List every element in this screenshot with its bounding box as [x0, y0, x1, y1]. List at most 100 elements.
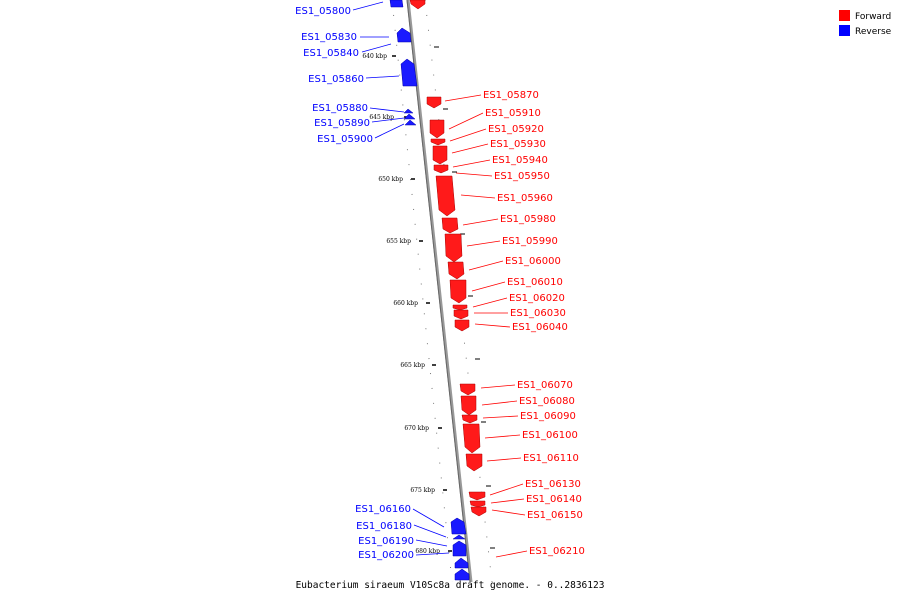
gene-glyph-reverse[interactable] [452, 540, 467, 557]
leader-line [491, 509, 526, 516]
gene-glyph-reverse[interactable] [454, 568, 470, 581]
gene-label-reverse[interactable]: ES1_05890 [314, 118, 370, 129]
leader-line [482, 415, 519, 419]
leader-line [462, 218, 499, 226]
leader-line [474, 323, 511, 328]
gene-label-forward[interactable]: ES1_06130 [525, 479, 581, 490]
gene-glyph-reverse[interactable] [396, 27, 412, 43]
gene-label-reverse[interactable]: ES1_06200 [358, 550, 414, 561]
gene-label-forward[interactable]: ES1_06020 [509, 293, 565, 304]
reverse-gene-labels: ES1_05800 ES1_05830 ES1_05840 ES1_05860 … [295, 6, 414, 561]
leader-line [448, 112, 484, 130]
gene-glyph-forward[interactable] [430, 138, 446, 146]
gene-glyph-forward[interactable] [465, 453, 483, 472]
gene-label-forward[interactable]: ES1_05920 [488, 124, 544, 135]
gene-glyph-forward[interactable] [454, 319, 470, 332]
gene-glyph-forward[interactable] [468, 491, 486, 501]
gene-label-reverse[interactable]: ES1_06190 [358, 536, 414, 547]
gene-glyph-forward[interactable] [459, 383, 476, 396]
gene-glyph-reverse[interactable] [403, 108, 414, 114]
leader-line [472, 297, 508, 308]
gene-glyph-reverse[interactable] [450, 517, 467, 535]
gene-label-reverse[interactable]: ES1_05830 [301, 32, 357, 43]
tick-label: 650 kbp [378, 176, 403, 183]
gene-glyph-forward[interactable] [432, 145, 448, 165]
gene-glyph-forward[interactable] [429, 119, 445, 139]
gene-glyph-forward[interactable] [444, 233, 463, 263]
gene-glyph-forward[interactable] [409, 0, 426, 10]
gene-label-forward[interactable]: ES1_05950 [494, 171, 550, 182]
tick-labels: 640 kbp 645 kbp 650 kbp 655 kbp 660 kbp … [362, 53, 440, 555]
leader-line [489, 483, 524, 496]
reverse-track-dots [391, 0, 453, 583]
tick-marks [392, 46, 495, 552]
gene-label-forward[interactable]: ES1_06080 [519, 396, 575, 407]
gene-label-forward[interactable]: ES1_06090 [520, 411, 576, 422]
gene-label-forward[interactable]: ES1_05910 [485, 108, 541, 119]
legend: Forward Reverse [839, 10, 892, 37]
gene-label-reverse[interactable]: ES1_05880 [312, 103, 368, 114]
leader-line [412, 508, 445, 528]
gene-glyph-forward[interactable] [426, 96, 442, 109]
legend-label-reverse: Reverse [855, 27, 892, 37]
gene-label-reverse[interactable]: ES1_06180 [356, 521, 412, 532]
leader-line [415, 539, 448, 547]
gene-label-forward[interactable]: ES1_06110 [523, 453, 579, 464]
gene-glyph-reverse[interactable] [400, 58, 418, 87]
gene-glyph-reverse[interactable] [389, 0, 404, 8]
legend-swatch-reverse [839, 25, 850, 36]
gene-label-reverse[interactable]: ES1_05900 [317, 134, 373, 145]
gene-label-forward[interactable]: ES1_06040 [512, 322, 568, 333]
gene-glyph-forward[interactable] [461, 414, 478, 424]
gene-glyph-forward[interactable] [433, 164, 449, 174]
tick-label: 680 kbp [415, 548, 440, 555]
leader-line [361, 43, 392, 53]
leader-line [369, 107, 405, 113]
forward-gene-labels: ES1_05870 ES1_05910 ES1_05920 ES1_05930 … [483, 90, 585, 557]
leader-line [480, 384, 516, 389]
gene-glyph-forward[interactable] [469, 500, 486, 508]
gene-glyph-reverse[interactable] [403, 113, 416, 120]
gene-label-reverse[interactable]: ES1_05800 [295, 6, 351, 17]
gene-glyph-forward[interactable] [460, 395, 477, 416]
gene-glyph-forward[interactable] [447, 261, 465, 280]
gene-glyph-reverse[interactable] [454, 557, 469, 569]
gene-label-forward[interactable]: ES1_06140 [526, 494, 582, 505]
gene-label-reverse[interactable]: ES1_06160 [355, 504, 411, 515]
legend-swatch-forward [839, 10, 850, 21]
tick-label: 655 kbp [386, 238, 411, 245]
gene-label-forward[interactable]: ES1_06070 [517, 380, 573, 391]
leader-line [471, 281, 506, 292]
gene-glyph-reverse[interactable] [452, 534, 466, 540]
gene-glyph-reverse[interactable] [404, 119, 417, 126]
gene-label-forward[interactable]: ES1_05930 [490, 139, 546, 150]
gene-label-forward[interactable]: ES1_05980 [500, 214, 556, 225]
gene-glyph-forward[interactable] [441, 217, 459, 234]
gene-label-reverse[interactable]: ES1_05860 [308, 74, 364, 85]
leader-line [415, 552, 450, 556]
gene-label-forward[interactable]: ES1_06210 [529, 546, 585, 557]
gene-glyph-forward[interactable] [453, 309, 469, 320]
gene-label-forward[interactable]: ES1_06010 [507, 277, 563, 288]
gene-glyph-forward[interactable] [435, 175, 456, 217]
leader-line [455, 172, 493, 177]
gene-label-reverse[interactable]: ES1_05840 [303, 48, 359, 59]
tick-label: 645 kbp [369, 114, 394, 121]
gene-label-forward[interactable]: ES1_06100 [522, 430, 578, 441]
gene-label-forward[interactable]: ES1_05870 [483, 90, 539, 101]
gene-glyph-forward[interactable] [462, 423, 481, 454]
gene-label-forward[interactable]: ES1_06150 [527, 510, 583, 521]
gene-glyph-forward[interactable] [452, 304, 468, 311]
leader-line [451, 143, 489, 154]
gene-label-forward[interactable]: ES1_05960 [497, 193, 553, 204]
legend-label-forward: Forward [855, 12, 891, 22]
gene-glyph-forward[interactable] [449, 279, 467, 304]
gene-glyph-forward[interactable] [470, 506, 487, 517]
gene-label-forward[interactable]: ES1_06000 [505, 256, 561, 267]
leader-line [466, 240, 501, 247]
leader-line [449, 128, 487, 142]
gene-label-forward[interactable]: ES1_05940 [492, 155, 548, 166]
gene-label-forward[interactable]: ES1_06030 [510, 308, 566, 319]
leader-line [490, 498, 525, 504]
gene-label-forward[interactable]: ES1_05990 [502, 236, 558, 247]
